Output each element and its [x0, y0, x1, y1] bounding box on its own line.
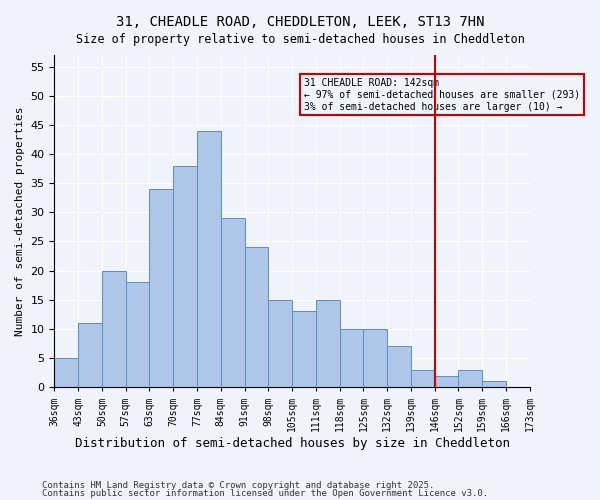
Text: Contains HM Land Registry data © Crown copyright and database right 2025.: Contains HM Land Registry data © Crown c…	[42, 481, 434, 490]
Bar	[55, 358, 78, 387]
Bar	[434, 376, 458, 387]
Text: Size of property relative to semi-detached houses in Cheddleton: Size of property relative to semi-detach…	[76, 32, 524, 46]
Text: 31 CHEADLE ROAD: 142sqm
← 97% of semi-detached houses are smaller (293)
3% of se: 31 CHEADLE ROAD: 142sqm ← 97% of semi-de…	[304, 78, 580, 112]
Bar	[245, 248, 268, 387]
Bar	[197, 131, 221, 387]
Text: 31, CHEADLE ROAD, CHEDDLETON, LEEK, ST13 7HN: 31, CHEADLE ROAD, CHEDDLETON, LEEK, ST13…	[116, 15, 484, 29]
Y-axis label: Number of semi-detached properties: Number of semi-detached properties	[15, 106, 25, 336]
Bar	[149, 189, 173, 387]
Bar	[411, 370, 434, 387]
Bar	[340, 329, 364, 387]
Bar	[78, 323, 102, 387]
Bar	[364, 329, 387, 387]
Bar	[126, 282, 149, 387]
X-axis label: Distribution of semi-detached houses by size in Cheddleton: Distribution of semi-detached houses by …	[74, 437, 509, 450]
Text: Contains public sector information licensed under the Open Government Licence v3: Contains public sector information licen…	[42, 488, 488, 498]
Bar	[173, 166, 197, 387]
Bar	[221, 218, 245, 387]
Bar	[316, 300, 340, 387]
Bar	[268, 300, 292, 387]
Bar	[387, 346, 411, 387]
Bar	[482, 382, 506, 387]
Bar	[458, 370, 482, 387]
Bar	[292, 312, 316, 387]
Bar	[102, 270, 126, 387]
